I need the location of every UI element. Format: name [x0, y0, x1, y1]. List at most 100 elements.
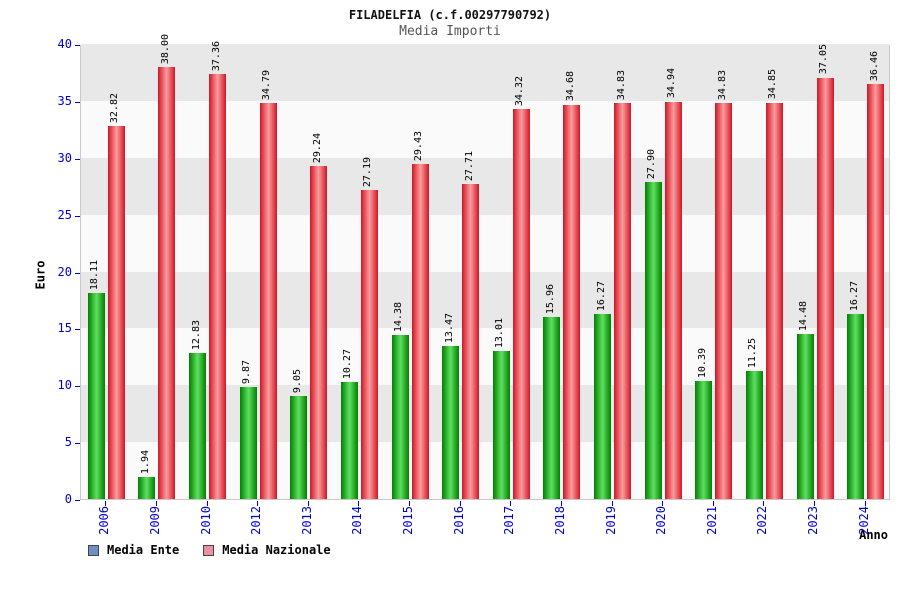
bar-value-label: 14.48 — [798, 301, 810, 332]
x-tick-mark — [611, 501, 613, 506]
x-tick-label: 2017 — [502, 506, 517, 535]
x-tick-label: 2022 — [755, 506, 770, 535]
legend-label-media-nazionale: Media Nazionale — [222, 543, 331, 557]
bar-value-label: 13.47 — [443, 312, 455, 343]
y-tick-mark — [75, 215, 80, 217]
x-tick-mark — [155, 501, 157, 506]
x-tick-mark — [560, 501, 562, 506]
x-tick-mark — [105, 501, 107, 506]
bar-media-nazionale — [867, 84, 885, 499]
bar-value-label: 14.38 — [393, 302, 405, 333]
x-tick-mark — [409, 501, 411, 506]
bar-value-label: 27.71 — [463, 150, 475, 181]
bar-value-label: 36.46 — [868, 51, 880, 82]
y-tick-mark — [75, 443, 80, 445]
bar-media-ente — [796, 334, 814, 499]
y-tick-mark — [75, 329, 80, 331]
chart-subtitle: Media Importi — [399, 24, 501, 39]
bar-media-nazionale — [765, 102, 783, 499]
x-tick-label: 2023 — [806, 506, 821, 535]
x-tick-label: 2018 — [552, 506, 567, 535]
bar-media-ente — [644, 181, 662, 499]
bar-media-nazionale — [158, 66, 176, 499]
bar-value-label: 29.24 — [311, 133, 323, 164]
x-tick-label: 2019 — [603, 506, 618, 535]
bar-value-label: 34.79 — [261, 70, 273, 101]
bar-media-nazionale — [715, 102, 733, 499]
bar-media-nazionale — [512, 108, 530, 499]
bar-value-label: 34.83 — [716, 69, 728, 100]
bar-media-ente — [87, 293, 105, 499]
bar-value-label: 1.94 — [139, 449, 151, 474]
legend: Media Ente Media Nazionale — [88, 543, 347, 557]
x-tick-label: 2020 — [654, 506, 669, 535]
bar-media-nazionale — [614, 102, 632, 499]
x-axis-label: Anno — [859, 528, 888, 542]
bar-value-label: 9.05 — [291, 368, 303, 394]
x-tick-mark — [459, 501, 461, 506]
y-tick-label: 35 — [57, 93, 72, 108]
bar-media-ente — [492, 351, 510, 499]
y-tick-mark — [75, 386, 80, 388]
bar-value-label: 15.96 — [544, 284, 556, 315]
chart-title: FILADELFIA (c.f.00297790792) — [348, 8, 552, 22]
bar-value-label: 34.68 — [564, 71, 576, 102]
bar-value-label: 37.05 — [818, 44, 830, 75]
x-tick-label: 2021 — [704, 506, 719, 535]
legend-label-media-ente: Media Ente — [107, 543, 180, 557]
plot-area: 18.11 32.82 1.94 38.00 12.83 37.36 9.87 34.79 9.… — [80, 34, 890, 500]
y-tick-label: 15 — [57, 321, 72, 336]
bar-media-nazionale — [664, 101, 682, 499]
x-tick-label: 2013 — [299, 506, 314, 535]
bar-value-label: 13.01 — [494, 317, 506, 349]
x-tick-label: 2024 — [856, 506, 871, 535]
y-tick-mark — [75, 45, 80, 46]
bar-media-ente — [189, 353, 207, 499]
bar-value-label: 16.27 — [848, 280, 860, 311]
x-tick-mark — [307, 501, 309, 506]
bar-value-label: 27.19 — [362, 156, 374, 187]
x-tick-mark — [510, 501, 512, 506]
x-tick-label: 2014 — [350, 506, 365, 535]
x-tick-mark — [712, 501, 714, 506]
y-tick-label: 25 — [57, 207, 72, 222]
bar-media-nazionale — [310, 166, 328, 499]
y-tick-mark — [75, 272, 80, 274]
x-tick-mark — [763, 501, 765, 506]
bar-media-nazionale — [107, 125, 125, 499]
y-tick-label: 20 — [57, 264, 72, 279]
bar-value-label: 34.94 — [666, 68, 678, 99]
bar-value-label: 34.83 — [615, 69, 627, 100]
bar-value-label: 10.27 — [342, 349, 354, 380]
x-tick-mark — [814, 501, 816, 506]
x-tick-mark — [257, 501, 259, 506]
x-tick-mark — [662, 501, 664, 506]
x-tick-mark — [358, 501, 360, 506]
bar-media-ente — [290, 396, 308, 499]
x-tick-mark — [206, 501, 208, 506]
bar-media-nazionale — [209, 74, 227, 499]
bar-media-nazionale — [563, 104, 581, 499]
bar-value-label: 27.90 — [646, 148, 658, 179]
bar-value-label: 12.83 — [190, 319, 202, 351]
y-tick-mark — [75, 500, 80, 501]
x-tick-label: 2016 — [451, 506, 466, 535]
bar-media-ente — [391, 335, 409, 499]
bar-media-ente — [847, 313, 865, 499]
bar-media-ente — [340, 382, 358, 499]
x-tick-label: 2015 — [401, 506, 416, 535]
bar-value-label: 9.87 — [241, 359, 253, 384]
bar-value-label: 29.43 — [413, 131, 425, 162]
bar-value-label: 11.25 — [747, 337, 759, 369]
bar-value-label: 37.36 — [210, 40, 222, 72]
bar-media-nazionale — [259, 103, 277, 499]
y-tick-label: 40 — [57, 37, 72, 51]
bar-media-ente — [745, 371, 763, 499]
bar-media-ente — [695, 380, 713, 499]
bar-value-label: 38.00 — [159, 33, 171, 64]
bar-media-ente — [442, 345, 460, 499]
bar-media-ente — [138, 476, 156, 499]
bar-value-label: 18.11 — [89, 259, 101, 290]
x-tick-label: 2012 — [249, 506, 264, 535]
